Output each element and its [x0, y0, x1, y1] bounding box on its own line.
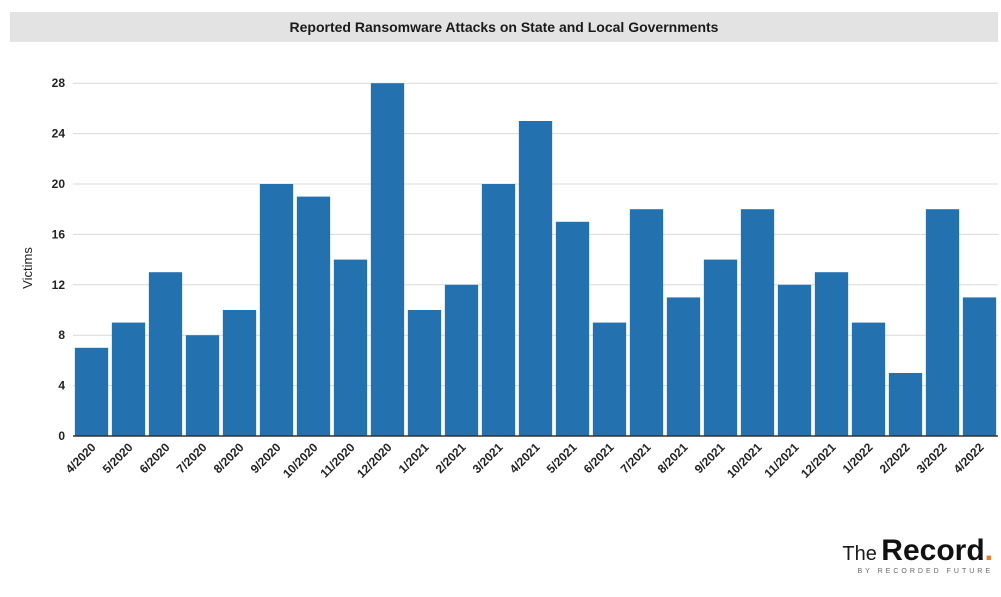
bar	[814, 272, 849, 436]
bar	[962, 297, 997, 436]
x-tick-label: 11/2020	[318, 440, 358, 480]
bar	[74, 347, 109, 436]
x-tick-label: 11/2021	[762, 440, 802, 480]
y-tick-label: 0	[58, 429, 65, 443]
logo-the-text: The	[842, 543, 877, 565]
x-tick-labels: 4/2020 5/2020 6/2020 7/2020 8/2020 9/202010/2…	[63, 440, 987, 481]
bar	[925, 209, 960, 436]
bar	[222, 310, 257, 436]
x-tick-label: 12/2021	[798, 440, 839, 481]
bar	[666, 297, 701, 436]
y-tick-label: 24	[52, 127, 66, 141]
x-tick-label: 8/2021	[655, 440, 691, 476]
x-tick-label: 10/2020	[280, 440, 321, 481]
bar	[296, 196, 331, 436]
bar	[185, 335, 220, 436]
y-tick-label: 28	[52, 76, 66, 90]
x-tick-label: 4/2022	[951, 440, 987, 476]
chart-title: Reported Ransomware Attacks on State and…	[289, 19, 719, 35]
x-tick-label: 7/2020	[174, 440, 210, 476]
bar	[111, 322, 146, 436]
bar	[259, 184, 294, 436]
bar	[407, 310, 442, 436]
bar	[518, 121, 553, 436]
x-tick-label: 6/2021	[581, 440, 617, 476]
x-tick-label: 2/2021	[433, 440, 469, 476]
x-tick-label: 1/2021	[396, 440, 432, 476]
bars	[74, 83, 997, 436]
bar	[777, 284, 812, 436]
x-tick-label: 7/2021	[618, 440, 654, 476]
x-tick-label: 9/2020	[248, 440, 284, 476]
x-tick-label: 2/2022	[877, 440, 913, 476]
bar	[148, 272, 183, 436]
bar	[703, 259, 738, 436]
y-tick-label: 20	[52, 177, 66, 191]
x-tick-label: 3/2021	[470, 440, 506, 476]
logo-dot: .	[984, 534, 993, 567]
x-tick-label: 9/2021	[692, 440, 728, 476]
bar	[629, 209, 664, 436]
logo-subtitle: BY RECORDED FUTURE	[857, 568, 993, 575]
x-tick-label: 1/2022	[840, 440, 876, 476]
x-tick-label: 4/2021	[507, 440, 543, 476]
bar	[740, 209, 775, 436]
y-tick-label: 16	[52, 227, 66, 241]
the-record-logo: The Record. BY RECORDED FUTURE	[842, 534, 993, 576]
x-tick-label: 5/2020	[100, 440, 136, 476]
bar	[592, 322, 627, 436]
logo-record-text: Record	[881, 534, 985, 567]
bar	[333, 259, 368, 436]
chart-title-bar: Reported Ransomware Attacks on State and…	[10, 12, 998, 42]
x-tick-label: 8/2020	[211, 440, 247, 476]
bar	[444, 284, 479, 436]
bar	[370, 83, 405, 436]
x-tick-label: 10/2021	[724, 440, 765, 481]
y-axis-label: Victims	[20, 247, 35, 289]
bar	[851, 322, 886, 436]
x-tick-label: 6/2020	[137, 440, 173, 476]
x-tick-label: 5/2021	[544, 440, 580, 476]
bar	[481, 184, 516, 436]
bar	[888, 373, 923, 436]
x-tick-label: 12/2020	[354, 440, 395, 481]
y-tick-label: 12	[52, 278, 66, 292]
bar	[555, 221, 590, 436]
y-tick-label: 4	[58, 379, 65, 393]
x-tick-label: 3/2022	[914, 440, 950, 476]
y-tick-label: 8	[58, 328, 65, 342]
x-tick-label: 4/2020	[63, 440, 99, 476]
